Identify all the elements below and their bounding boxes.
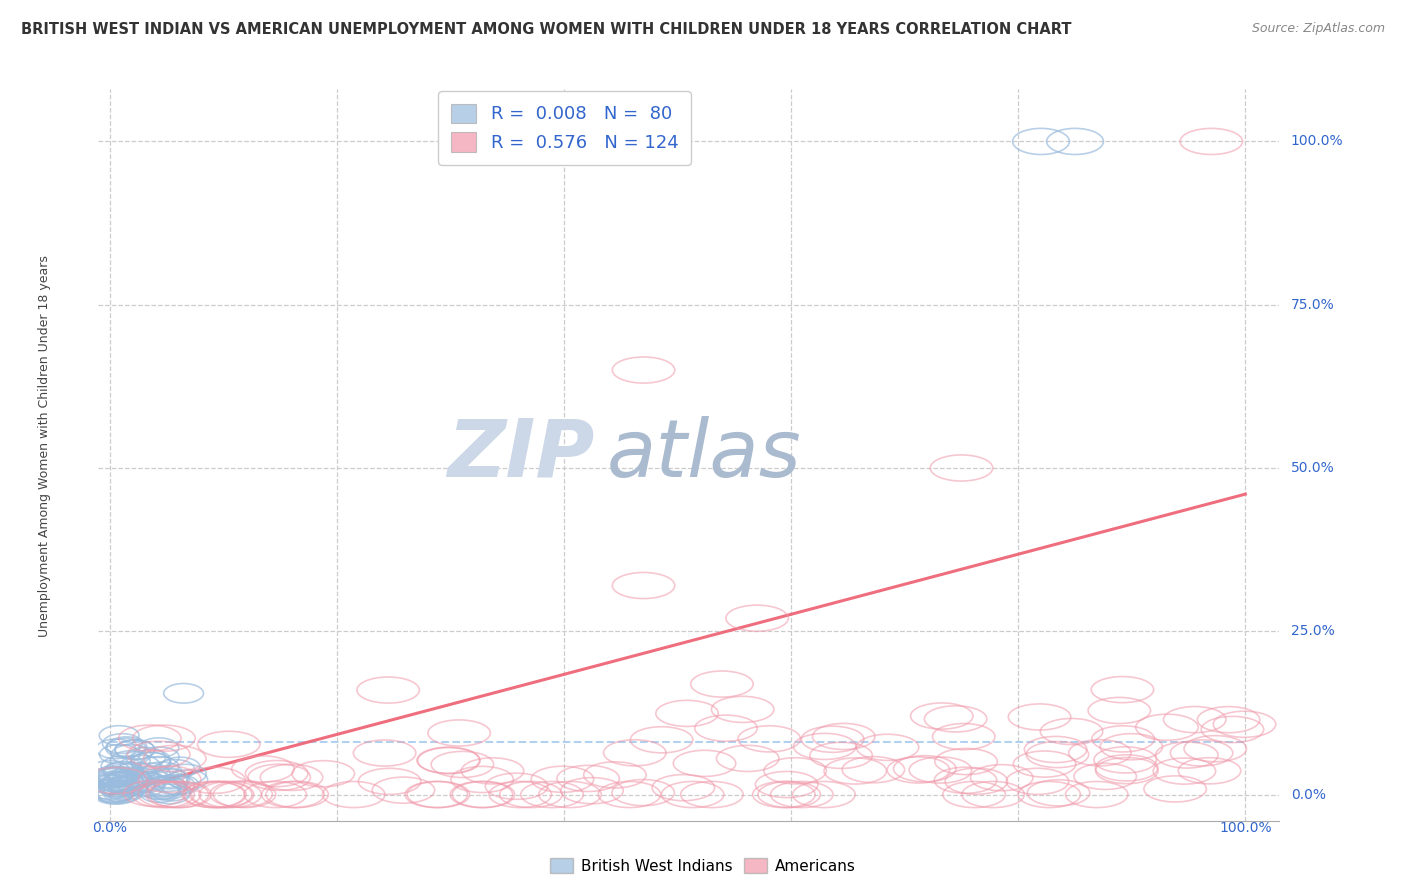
Text: 50.0%: 50.0% bbox=[1291, 461, 1334, 475]
Text: Source: ZipAtlas.com: Source: ZipAtlas.com bbox=[1251, 22, 1385, 36]
Text: 25.0%: 25.0% bbox=[1291, 624, 1334, 639]
Text: 100.0%: 100.0% bbox=[1219, 821, 1271, 835]
Text: ZIP: ZIP bbox=[447, 416, 595, 494]
Text: 75.0%: 75.0% bbox=[1291, 298, 1334, 311]
Text: 0.0%: 0.0% bbox=[93, 821, 128, 835]
Text: 100.0%: 100.0% bbox=[1291, 135, 1344, 148]
Text: 0.0%: 0.0% bbox=[1291, 788, 1326, 802]
Text: atlas: atlas bbox=[606, 416, 801, 494]
Text: BRITISH WEST INDIAN VS AMERICAN UNEMPLOYMENT AMONG WOMEN WITH CHILDREN UNDER 18 : BRITISH WEST INDIAN VS AMERICAN UNEMPLOY… bbox=[21, 22, 1071, 37]
Legend: R =  0.008   N =  80, R =  0.576   N = 124: R = 0.008 N = 80, R = 0.576 N = 124 bbox=[439, 91, 690, 165]
Legend: British West Indians, Americans: British West Indians, Americans bbox=[544, 852, 862, 880]
Text: Unemployment Among Women with Children Under 18 years: Unemployment Among Women with Children U… bbox=[38, 255, 52, 637]
